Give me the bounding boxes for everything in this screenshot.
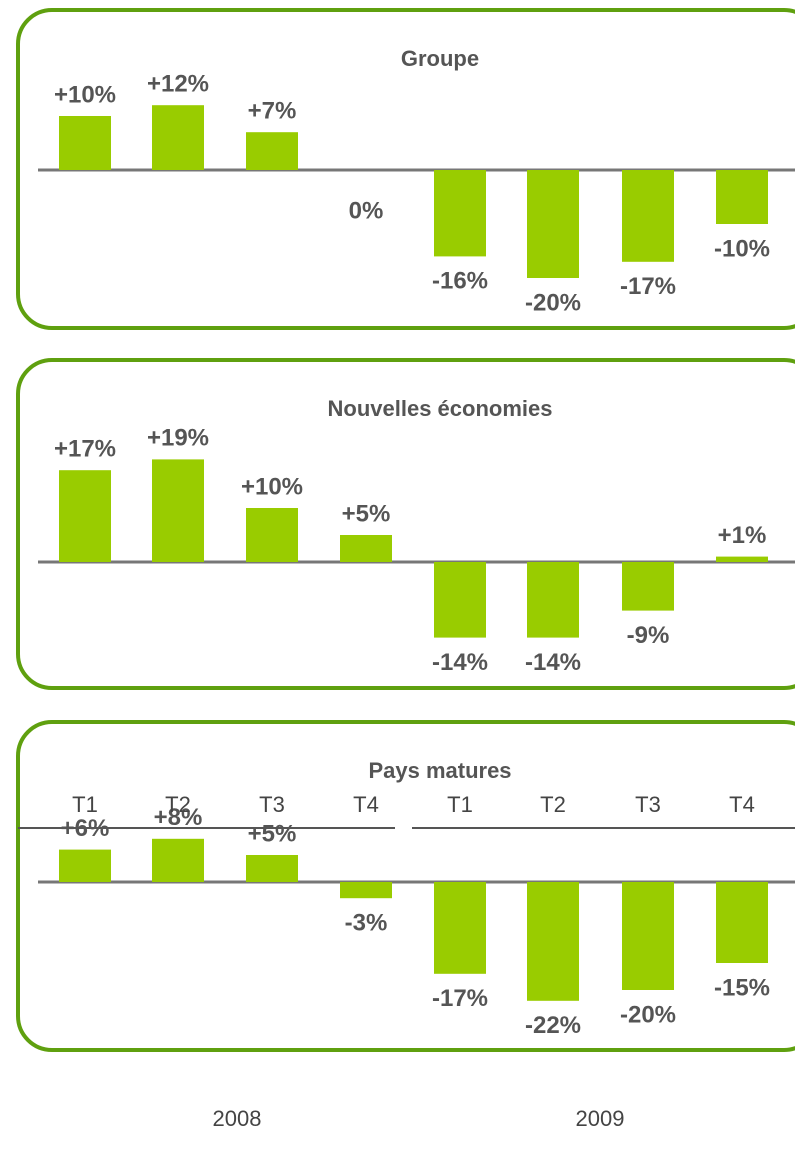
- value-label: +17%: [54, 436, 116, 463]
- bar: [246, 508, 298, 562]
- bar: [434, 170, 486, 257]
- bar: [716, 170, 768, 224]
- bar: [340, 882, 392, 899]
- value-label: +10%: [54, 81, 116, 108]
- bar: [246, 132, 298, 170]
- value-label: +12%: [147, 71, 209, 98]
- bar: [340, 535, 392, 562]
- bar: [527, 882, 579, 1001]
- bar: [152, 105, 204, 170]
- x-tick-label: T1: [447, 792, 473, 817]
- value-label: 0%: [349, 197, 384, 224]
- x-tick-label: T3: [635, 792, 661, 817]
- value-label: +5%: [248, 820, 297, 847]
- value-label: +1%: [718, 522, 767, 549]
- x-tick-label: T4: [729, 792, 755, 817]
- panel: [16, 720, 795, 1052]
- bar: [716, 556, 768, 562]
- value-label: -17%: [620, 273, 676, 300]
- value-label: +19%: [147, 425, 209, 452]
- x-tick-label: T4: [353, 792, 379, 817]
- value-label: +8%: [154, 804, 203, 831]
- x-tick-label: T1: [72, 792, 98, 817]
- chart-title: Pays matures: [368, 758, 511, 783]
- bar: [152, 838, 204, 882]
- x-tick-label: T3: [259, 792, 285, 817]
- bar: [246, 855, 298, 882]
- panel: [16, 358, 795, 690]
- chart-title: Nouvelles économies: [328, 396, 553, 421]
- bar: [59, 470, 111, 562]
- bar: [59, 116, 111, 170]
- year-label: 2009: [576, 1106, 625, 1131]
- bar: [59, 849, 111, 882]
- value-label: +7%: [248, 98, 297, 125]
- value-label: -14%: [432, 649, 488, 676]
- value-label: -14%: [525, 649, 581, 676]
- value-label: -10%: [714, 235, 770, 262]
- value-label: -3%: [345, 910, 388, 937]
- value-label: +5%: [342, 500, 391, 527]
- bar: [622, 882, 674, 990]
- bar: [622, 170, 674, 262]
- bar: [434, 562, 486, 638]
- value-label: +6%: [61, 815, 110, 842]
- value-label: -22%: [525, 1012, 581, 1039]
- bar: [527, 170, 579, 278]
- value-label: -17%: [432, 985, 488, 1012]
- bar: [622, 562, 674, 611]
- value-label: -15%: [714, 974, 770, 1001]
- value-label: +10%: [241, 473, 303, 500]
- value-label: -20%: [620, 1001, 676, 1028]
- year-label: 2008: [213, 1106, 262, 1131]
- value-label: -16%: [432, 268, 488, 295]
- value-label: -9%: [627, 622, 670, 649]
- bar: [152, 459, 204, 562]
- value-label: -20%: [525, 289, 581, 316]
- x-tick-label: T2: [540, 792, 566, 817]
- bar: [434, 882, 486, 974]
- bar: [527, 562, 579, 638]
- bar: [716, 882, 768, 963]
- panel: [16, 8, 795, 330]
- chart-title: Groupe: [401, 46, 479, 71]
- x-tick-label: T2: [165, 792, 191, 817]
